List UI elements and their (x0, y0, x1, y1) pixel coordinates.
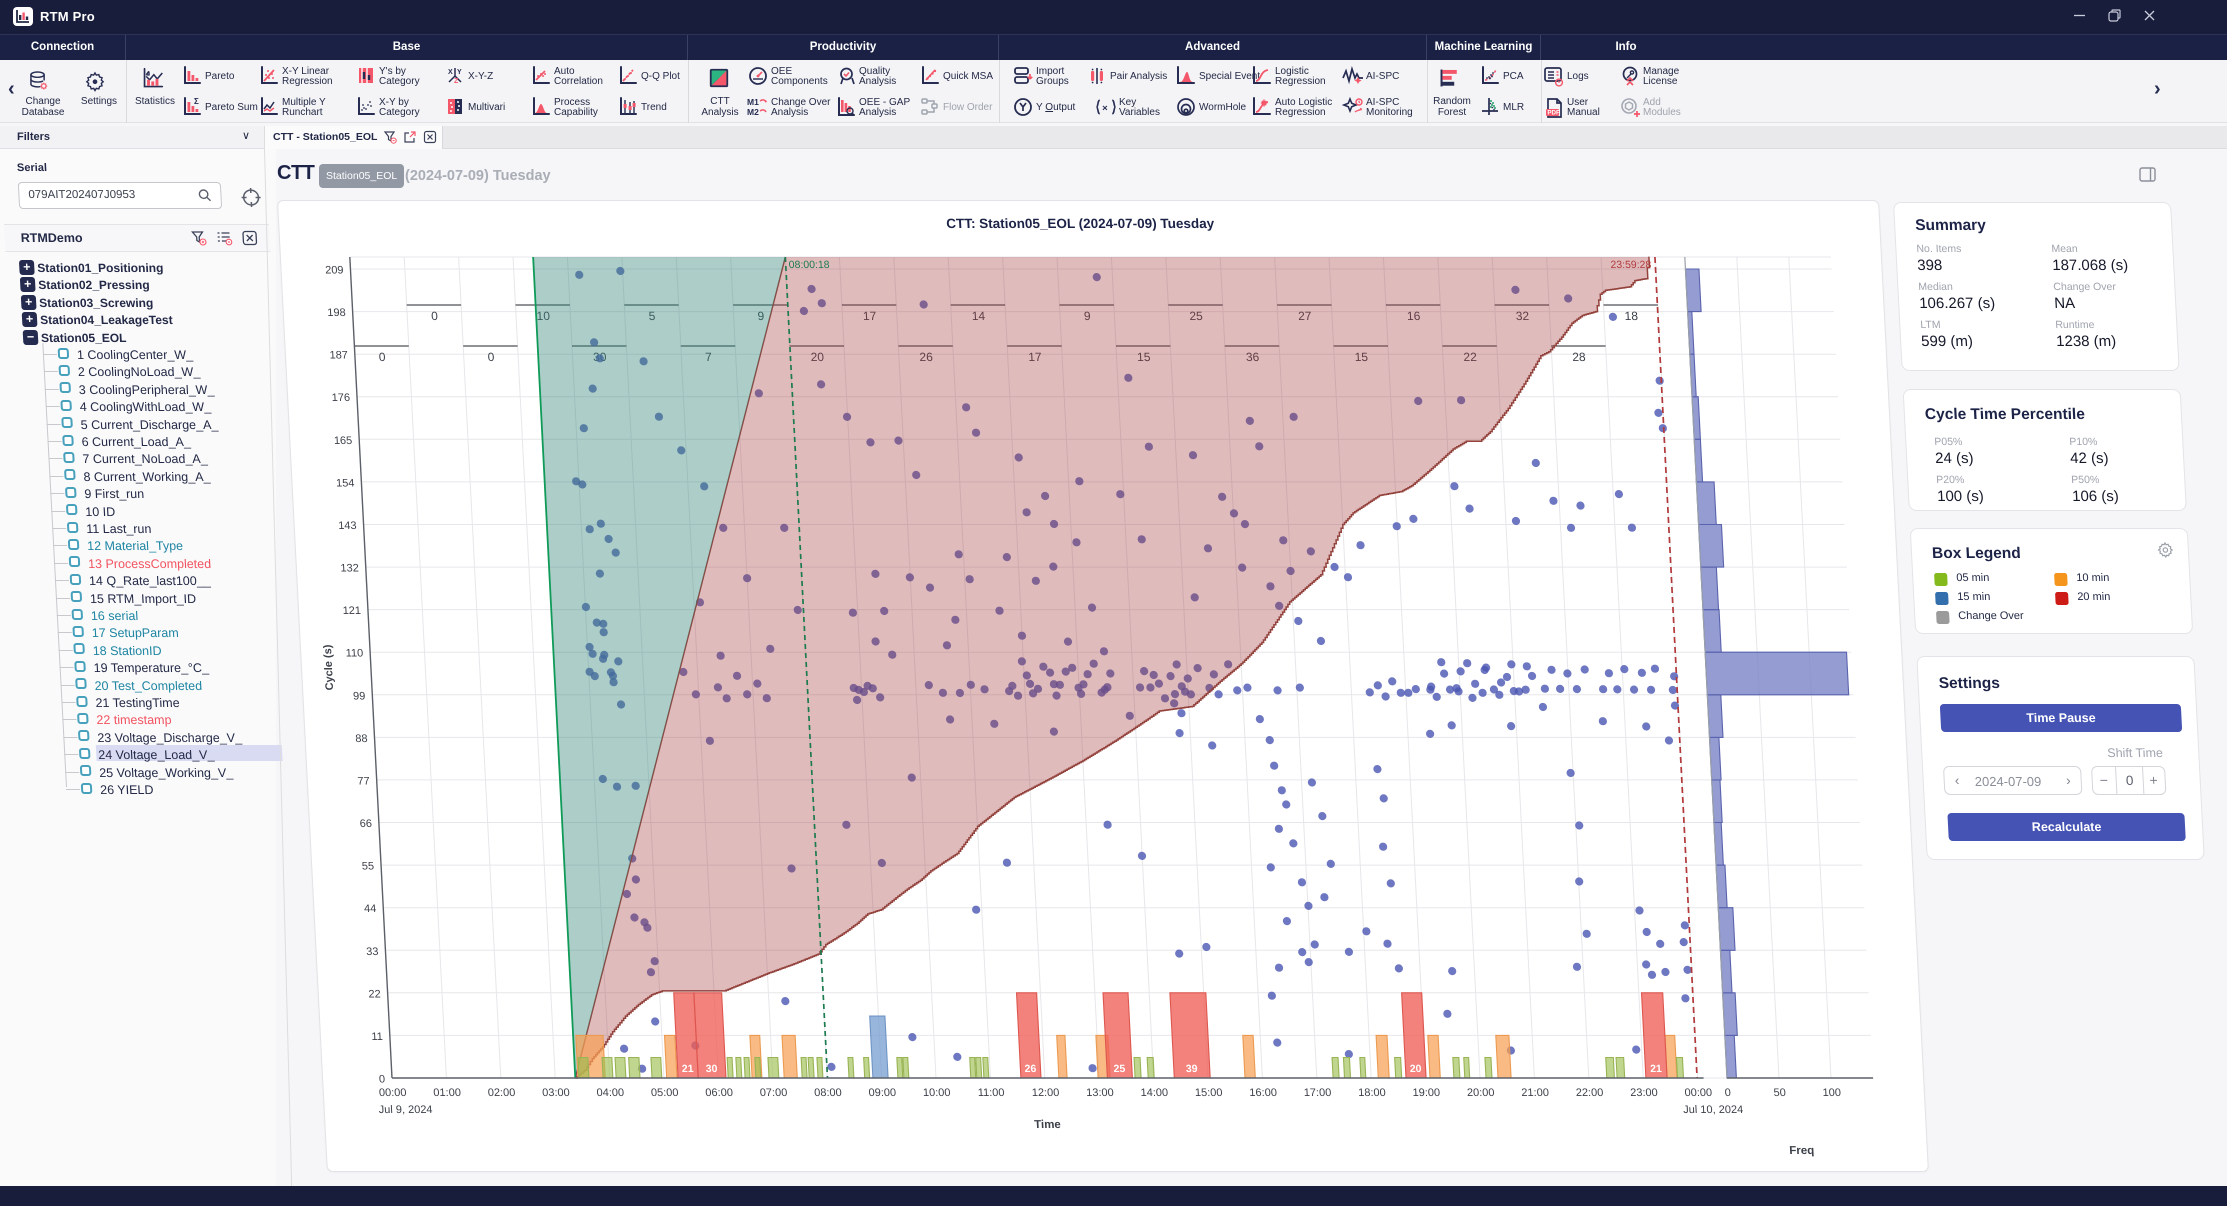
svg-text:CTT: Station05_EOL (2024-07-0: CTT: Station05_EOL (2024-07-09) Tuesday (946, 216, 1215, 231)
svg-text:15:00: 15:00 (1195, 1087, 1223, 1099)
svg-text:15: 15 (1354, 350, 1368, 364)
svg-text:03:00: 03:00 (542, 1087, 570, 1099)
svg-text:Cycle (s): Cycle (s) (322, 644, 336, 690)
svg-text:11: 11 (371, 1031, 383, 1043)
svg-text:21: 21 (682, 1063, 694, 1075)
svg-text:0: 0 (1724, 1087, 1731, 1099)
svg-text:01:00: 01:00 (433, 1087, 461, 1099)
svg-text:28: 28 (1572, 350, 1586, 364)
svg-text:100: 100 (1822, 1087, 1841, 1099)
svg-text:Z: Z (454, 78, 459, 85)
svg-text:18:00: 18:00 (1358, 1087, 1386, 1099)
svg-text:22:00: 22:00 (1575, 1087, 1603, 1099)
svg-text:21:00: 21:00 (1521, 1087, 1549, 1099)
svg-text:23:00: 23:00 (1630, 1087, 1658, 1099)
svg-text:26: 26 (919, 350, 933, 364)
svg-text:0: 0 (487, 350, 495, 364)
svg-text:07:00: 07:00 (759, 1087, 787, 1099)
svg-text:20: 20 (1409, 1063, 1421, 1075)
svg-text:08:00: 08:00 (814, 1087, 842, 1099)
svg-text:Freq: Freq (1789, 1145, 1815, 1157)
svg-text:9: 9 (1084, 309, 1092, 323)
svg-text:20:00: 20:00 (1467, 1087, 1495, 1099)
svg-text:165: 165 (334, 435, 353, 447)
svg-text:132: 132 (340, 563, 359, 575)
svg-text:77: 77 (357, 775, 370, 787)
svg-text:Jul 10, 2024: Jul 10, 2024 (1683, 1104, 1744, 1116)
svg-text:M1: M1 (747, 97, 759, 107)
svg-text:17: 17 (863, 309, 877, 323)
svg-text:18: 18 (1624, 309, 1638, 323)
svg-text:209: 209 (325, 265, 344, 277)
svg-text:12:00: 12:00 (1031, 1087, 1059, 1099)
svg-text:Y: Y (457, 69, 462, 76)
svg-text:0: 0 (431, 309, 439, 323)
svg-text:26: 26 (1024, 1063, 1036, 1075)
svg-text:32: 32 (1515, 309, 1529, 323)
svg-text:14: 14 (971, 309, 985, 323)
svg-text:17: 17 (1028, 350, 1042, 364)
svg-text:9: 9 (757, 309, 765, 323)
svg-text:0: 0 (379, 1074, 386, 1086)
svg-text:20: 20 (810, 350, 824, 364)
svg-text:176: 176 (331, 392, 350, 404)
svg-text:143: 143 (338, 520, 357, 532)
svg-text:198: 198 (327, 307, 346, 319)
svg-text:21: 21 (1650, 1063, 1662, 1075)
svg-text:08:00:18: 08:00:18 (788, 259, 830, 271)
svg-text:00:00: 00:00 (379, 1087, 407, 1099)
svg-text:10:00: 10:00 (923, 1087, 951, 1099)
svg-text:09:00: 09:00 (868, 1087, 896, 1099)
svg-text:19:00: 19:00 (1412, 1087, 1440, 1099)
svg-text:22: 22 (368, 988, 381, 1000)
svg-text:02:00: 02:00 (487, 1087, 515, 1099)
svg-text:33: 33 (366, 946, 379, 958)
svg-text:23:59:28: 23:59:28 (1610, 259, 1652, 271)
svg-text:13:00: 13:00 (1086, 1087, 1114, 1099)
svg-text:55: 55 (362, 861, 375, 873)
svg-text:27: 27 (1298, 309, 1312, 323)
svg-text:05:00: 05:00 (651, 1087, 679, 1099)
svg-text:04:00: 04:00 (596, 1087, 624, 1099)
svg-text:5: 5 (648, 309, 656, 323)
svg-text:15: 15 (1137, 350, 1151, 364)
svg-text:14:00: 14:00 (1140, 1087, 1168, 1099)
svg-text:×: × (1102, 103, 1108, 114)
svg-text:PDF: PDF (1547, 110, 1560, 117)
svg-text:17:00: 17:00 (1303, 1087, 1331, 1099)
svg-text:00:00: 00:00 (1684, 1087, 1712, 1099)
svg-text:M2: M2 (747, 107, 759, 117)
svg-text:06:00: 06:00 (705, 1087, 733, 1099)
svg-text:7: 7 (705, 350, 713, 364)
svg-text:154: 154 (336, 477, 355, 489)
svg-text:Σ: Σ (194, 97, 199, 106)
svg-text:187: 187 (329, 350, 348, 362)
svg-text:16: 16 (1407, 309, 1421, 323)
svg-text:10: 10 (536, 309, 550, 323)
svg-text:39: 39 (1186, 1063, 1198, 1075)
svg-text:25: 25 (1113, 1063, 1125, 1075)
svg-text:11:00: 11:00 (978, 1087, 1005, 1099)
svg-text:44: 44 (364, 903, 377, 915)
svg-text:50: 50 (1773, 1087, 1786, 1099)
svg-text:110: 110 (345, 648, 363, 660)
svg-text:0: 0 (378, 350, 386, 364)
svg-text:88: 88 (355, 733, 368, 745)
svg-text:36: 36 (1246, 350, 1260, 364)
svg-text:25: 25 (1189, 309, 1203, 323)
svg-text:30: 30 (705, 1063, 717, 1075)
svg-text:66: 66 (359, 818, 372, 830)
svg-text:22: 22 (1463, 350, 1477, 364)
svg-text:Jul 9, 2024: Jul 9, 2024 (378, 1104, 432, 1116)
svg-text:X: X (448, 69, 453, 76)
svg-text:99: 99 (353, 690, 366, 702)
svg-text:Time: Time (1034, 1119, 1061, 1131)
svg-text:16:00: 16:00 (1249, 1087, 1277, 1099)
svg-text:121: 121 (342, 605, 361, 617)
